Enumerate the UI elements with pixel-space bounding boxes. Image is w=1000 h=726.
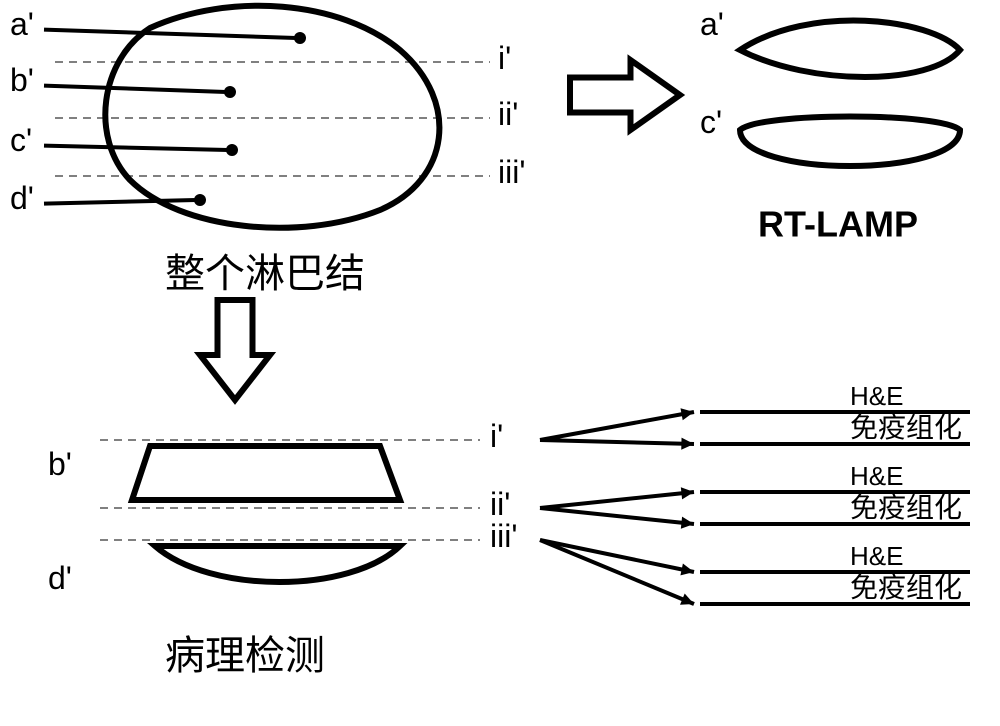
ihc-label-0: 免疫组化: [850, 412, 962, 444]
pointer-b: [44, 86, 226, 92]
pointer-d: [44, 200, 196, 204]
bl-cutlabel-ii: ii': [490, 486, 510, 522]
he-label-2: H&E: [850, 541, 903, 571]
tag-d: d': [10, 180, 34, 216]
fan-arrow-2-top: [540, 540, 694, 572]
bl-cutlabel-i: i': [490, 418, 503, 454]
pointer-a: [44, 30, 296, 38]
slice-c: [740, 117, 960, 167]
he-label-1: H&E: [850, 461, 903, 491]
fan-arrow-2-bot: [540, 540, 694, 604]
tag-a: a': [10, 6, 34, 42]
fan-arrow-0-top: [540, 412, 694, 440]
pointer-c: [44, 146, 228, 150]
cutlabel-i: i': [498, 40, 511, 76]
bl-tag-d: d': [48, 560, 72, 596]
ihc-label-2: 免疫组化: [850, 572, 962, 604]
tr-tag-a: a': [700, 6, 724, 42]
tr-tag-c: c': [700, 104, 722, 140]
fan-arrow-1-bot: [540, 508, 694, 524]
cutlabel-iii: iii': [498, 154, 525, 190]
caption-rtlamp: RT-LAMP: [758, 203, 918, 244]
fan-arrow-0-bot: [540, 440, 694, 444]
cutlabel-ii: ii': [498, 96, 518, 132]
tag-c: c': [10, 122, 32, 158]
slab-b: [132, 446, 400, 500]
bl-cutlabel-iii: iii': [490, 518, 517, 554]
bl-tag-b: b': [48, 446, 72, 482]
slice-a: [740, 21, 960, 77]
fan-arrow-0-bot-head: [681, 438, 694, 450]
arrow-right-icon: [570, 60, 680, 130]
tag-b: b': [10, 62, 34, 98]
he-label-0: H&E: [850, 381, 903, 411]
caption-whole-node: 整个淋巴结: [165, 251, 365, 296]
fan-arrow-1-top: [540, 492, 694, 508]
slab-d: [155, 546, 400, 582]
arrow-down-icon: [200, 300, 270, 400]
caption-pathology: 病理检测: [165, 633, 325, 678]
diagram-canvas: a'b'c'd'i'ii'iii'整个淋巴结a'c'RT-LAMPb'd'i'i…: [0, 0, 1000, 726]
ihc-label-1: 免疫组化: [850, 492, 962, 524]
